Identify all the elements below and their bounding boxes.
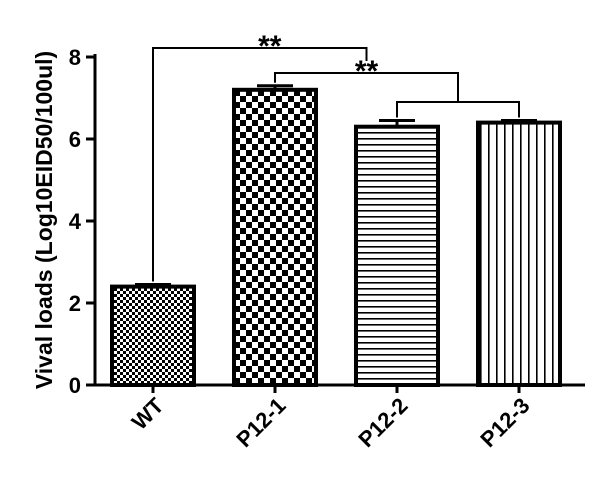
significance-label-p12-1: ** xyxy=(355,55,379,88)
y-tick-label: 0 xyxy=(69,373,81,398)
x-tick-label-p12-1: P12-1 xyxy=(231,393,290,452)
bar-wt xyxy=(110,284,196,388)
bar-p12-2 xyxy=(354,124,440,387)
significance-bracket-wt xyxy=(152,47,368,282)
y-axis-title: Vival loads (Log10EID50/100ul) xyxy=(31,51,57,389)
x-tick-label-p12-2: P12-2 xyxy=(353,393,412,452)
y-tick-label: 2 xyxy=(69,291,81,316)
significance-label-wt: ** xyxy=(258,30,282,63)
y-tick-label: 4 xyxy=(69,209,82,234)
significance-bracket-p12-2-p12-3 xyxy=(396,101,520,118)
significance-bracket-p12-1 xyxy=(274,72,459,102)
x-tick-label-p12-3: P12-3 xyxy=(475,393,534,452)
x-tick-label-wt: WT xyxy=(127,392,169,434)
bar-p12-3 xyxy=(476,120,562,387)
bar-p12-1 xyxy=(232,87,318,388)
y-tick-label: 8 xyxy=(69,45,81,70)
y-tick-label: 6 xyxy=(69,127,81,152)
